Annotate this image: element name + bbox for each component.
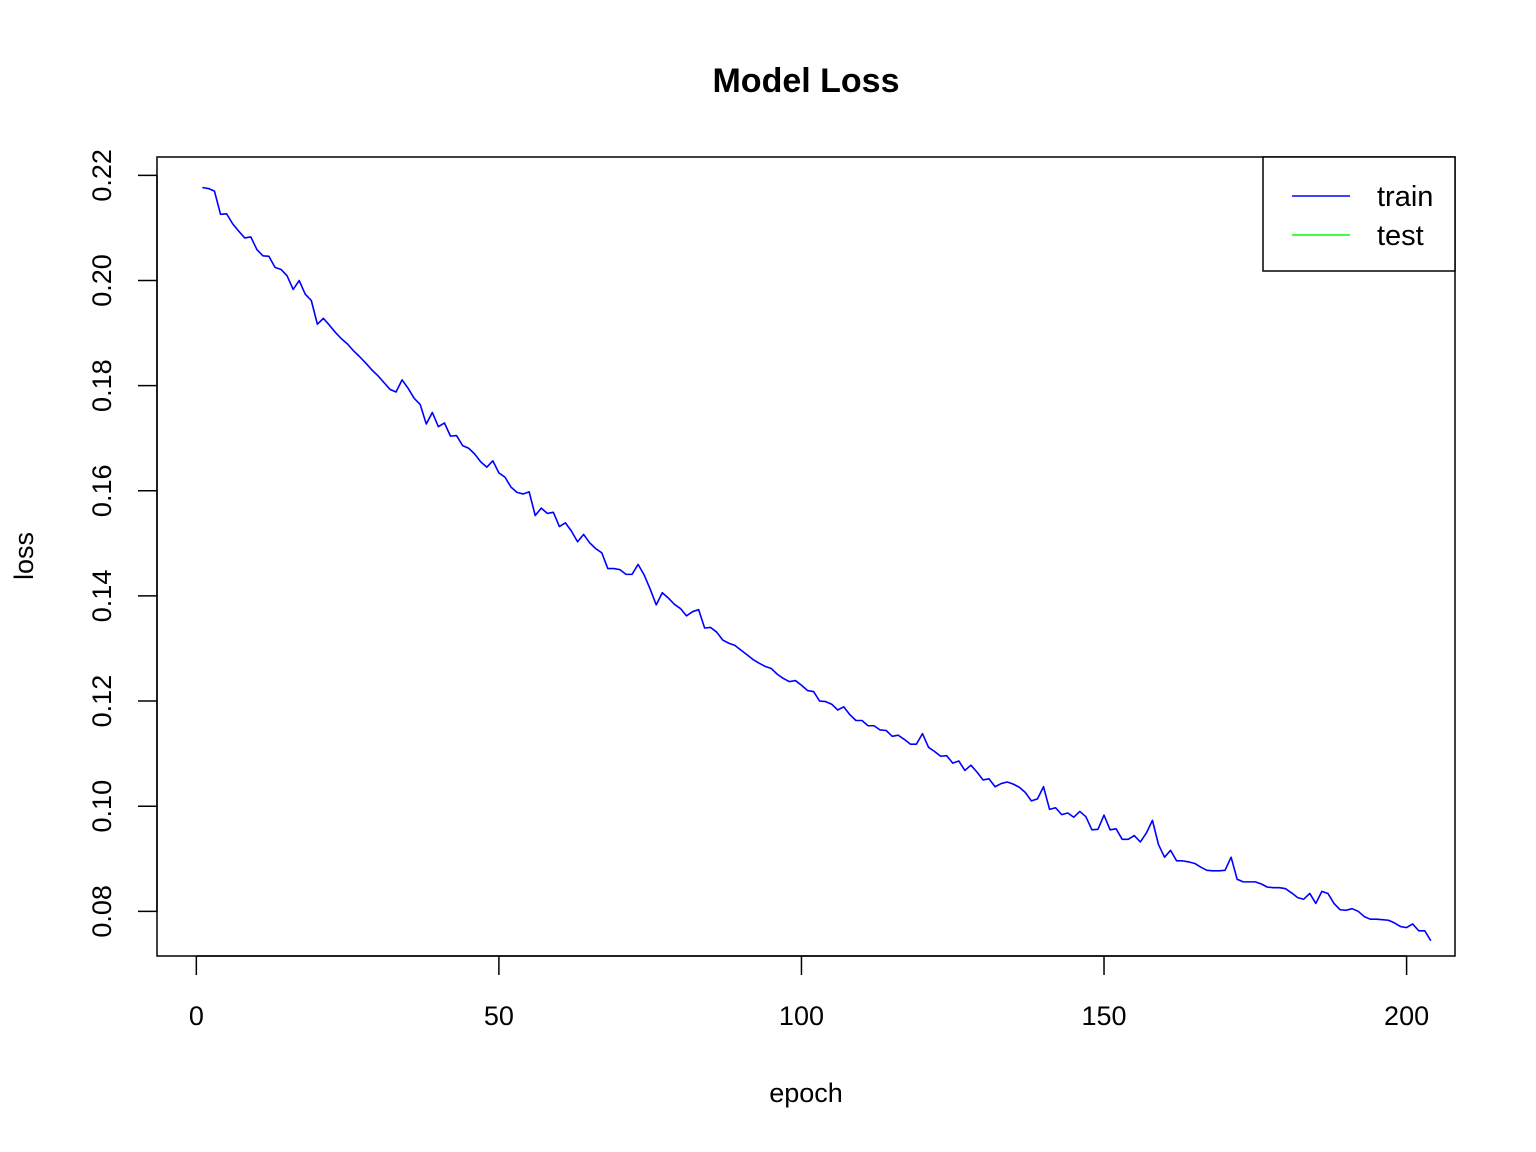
- y-tick-label: 0.14: [87, 570, 117, 623]
- x-axis-label: epoch: [769, 1078, 843, 1108]
- plot-frame: [156, 156, 1456, 957]
- y-tick-label: 0.08: [87, 885, 117, 938]
- x-tick-label: 150: [1081, 1001, 1126, 1031]
- series-line-train: [202, 186, 1432, 942]
- y-tick-label: 0.18: [87, 359, 117, 412]
- y-axis-label: loss: [9, 532, 39, 580]
- y-tick-label: 0.20: [87, 254, 117, 307]
- y-tick-label: 0.16: [87, 465, 117, 518]
- x-tick-label: 0: [189, 1001, 204, 1031]
- y-tick-label: 0.22: [87, 149, 117, 202]
- x-tick-label: 200: [1384, 1001, 1429, 1031]
- series-layer: [202, 186, 1432, 942]
- y-tick-label: 0.10: [87, 780, 117, 833]
- chart-title: Model Loss: [712, 62, 899, 100]
- x-tick-label: 50: [484, 1001, 514, 1031]
- legend: train test: [1262, 156, 1456, 272]
- legend-box: [1262, 156, 1456, 272]
- legend-label-test: test: [1377, 220, 1424, 252]
- y-tick-label: 0.12: [87, 675, 117, 728]
- legend-label-train: train: [1377, 181, 1433, 213]
- y-axis: 0.08 0.10 0.12 0.14 0.16 0.18 0.20 0.22: [87, 149, 158, 938]
- x-tick-label: 100: [779, 1001, 824, 1031]
- x-axis: 0 50 100 150 200: [189, 955, 1429, 1031]
